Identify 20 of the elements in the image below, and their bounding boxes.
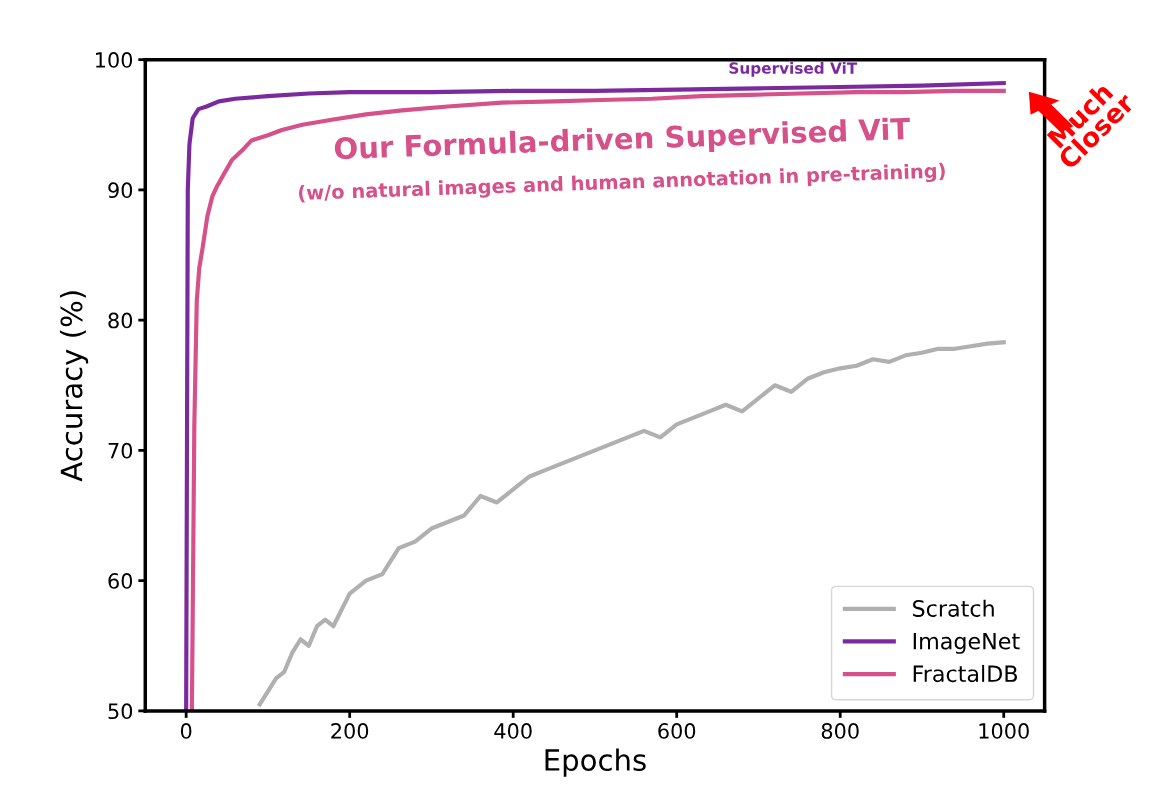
x-tick-label: 400 (494, 723, 532, 739)
x-tick-label: 800 (821, 723, 859, 739)
y-tick-label: 90 (108, 182, 133, 199)
annotation: (w/o natural images and human annotation in pre-training) (298, 162, 946, 205)
legend-label: FractalDB (913, 664, 1017, 683)
y-tick-label: 70 (108, 442, 133, 459)
x-tick-label: 0 (180, 723, 192, 739)
x-tick-label: 600 (658, 723, 696, 739)
y-tick-label: 80 (108, 312, 133, 329)
x-tick-label: 1000 (979, 723, 1029, 739)
x-tick-label: 200 (331, 723, 369, 739)
annotation: Our Formula-driven Supervised ViT (334, 117, 911, 160)
x-axis-title: Epochs (545, 748, 646, 777)
legend-label: ImageNet (913, 633, 1020, 654)
annotation: Supervised ViT (729, 62, 858, 77)
legend-label: Scratch (913, 599, 994, 617)
y-tick-label: 60 (108, 573, 133, 589)
y-tick-label: 50 (108, 703, 133, 720)
y-tick-label: 100 (96, 52, 133, 68)
y-axis-title: Accuracy (%) (59, 291, 89, 482)
